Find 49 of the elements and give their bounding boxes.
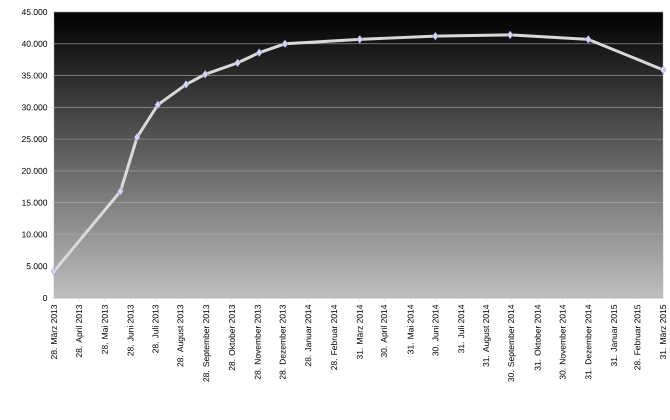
x-tick-label: 28. Februar 2015 (634, 304, 640, 370)
x-tick-label: 31. August 2014 (483, 304, 491, 367)
point (506, 30, 514, 40)
point (134, 132, 140, 142)
x-tick-label: 31. März 2014 (356, 304, 363, 360)
x-tick-label: 28. Juni 2013 (127, 304, 134, 356)
point (117, 186, 124, 196)
point (234, 58, 241, 68)
point (584, 35, 592, 44)
y-tick-label: 25.000 (22, 136, 48, 142)
x-tick-label: 28. Dezember 2013 (279, 304, 286, 380)
x-tick-label: 30. April 2014 (380, 304, 389, 358)
x-tick-label: 30. November 2014 (559, 304, 566, 380)
x-tick-label: 28. November 2013 (254, 304, 261, 380)
x-tick-label: 31. Oktober 2014 (534, 304, 541, 370)
point (182, 80, 190, 89)
point (154, 100, 162, 110)
point (50, 267, 58, 276)
x-tick-label: 31. Januar 2015 (611, 304, 617, 366)
x-tick-label: 28. September 2013 (202, 304, 211, 382)
point (202, 70, 208, 79)
x-tick-label: 28. Mai 2013 (102, 304, 108, 354)
point (356, 35, 363, 44)
x-tick-label: 28. August 2013 (177, 304, 185, 367)
y-tick-label: 15.000 (22, 200, 48, 206)
x-tick-label: 31. Mai 2014 (407, 304, 414, 354)
x-tick-label: 28. Juli 2013 (152, 304, 158, 353)
point (660, 66, 666, 74)
y-tick-label: 10.000 (22, 231, 48, 238)
x-tick-label: 31. Juli 2014 (458, 304, 464, 353)
x-tick-label: 31. Dezember 2014 (585, 304, 592, 380)
x-tick-label: 30. September 2014 (508, 304, 516, 382)
y-tick-label: 40.000 (22, 40, 48, 47)
x-tick-label: 28. April 2013 (76, 304, 84, 358)
y-tick-label: 0 (43, 295, 48, 301)
x-tick-label: 28. Januar 2014 (305, 304, 312, 366)
x-tick-label: 31. März 2015 (660, 304, 666, 360)
point (256, 48, 262, 57)
x-tick-label: 28. Oktober 2013 (228, 304, 235, 370)
point (432, 32, 439, 40)
point (282, 40, 288, 48)
y-tick-label: 45.000 (22, 9, 48, 15)
x-tick-label: 28. Februar 2014 (330, 304, 338, 370)
y-tick-label: 5.000 (26, 263, 48, 270)
y-tick-label: 35.000 (22, 72, 48, 79)
x-tick-label: 28. März 2013 (51, 304, 57, 360)
x-tick-label: 30. Juni 2014 (432, 304, 438, 356)
y-tick-label: 30.000 (22, 104, 48, 110)
y-tick-label: 20.000 (22, 168, 48, 174)
